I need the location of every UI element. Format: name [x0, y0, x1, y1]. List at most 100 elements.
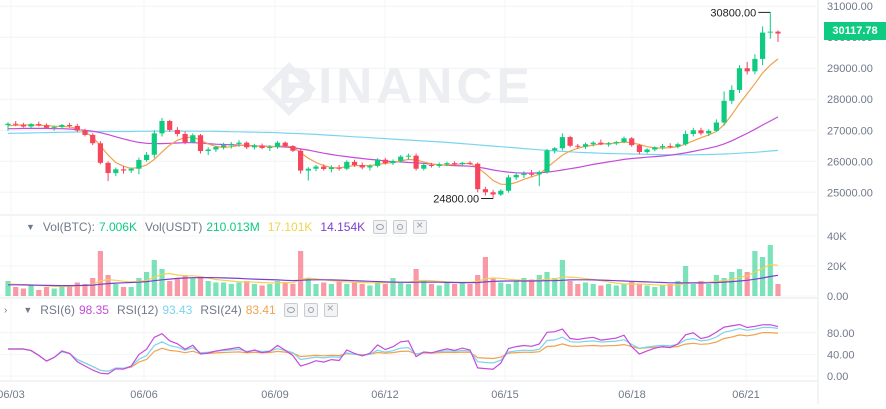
volume-bar [336, 281, 342, 296]
candle-body [375, 159, 381, 166]
candle-body [652, 147, 658, 150]
price-tick-label: 25000.00 [827, 187, 873, 199]
close-icon[interactable] [413, 218, 428, 234]
candle-body [20, 124, 26, 127]
candle-body [390, 160, 396, 164]
volume-bar [698, 281, 704, 296]
volume-tick-label: 40K [827, 231, 847, 243]
eye-icon[interactable] [373, 220, 388, 234]
collapse-caret-icon[interactable]: › [4, 304, 8, 316]
volume-bar [282, 282, 288, 296]
volume-bar [767, 245, 773, 296]
volume-bar [97, 251, 103, 296]
candle-body [667, 146, 673, 148]
volume-bar [498, 282, 504, 296]
volume-bar [436, 285, 442, 296]
rsi6-value: 98.35 [78, 303, 109, 317]
candle-body [690, 130, 696, 134]
volume-bar [236, 282, 242, 296]
candle-body [505, 177, 512, 191]
volume-bar [736, 269, 743, 296]
close-icon[interactable] [323, 301, 338, 317]
vol-btc-value: 7.006K [98, 220, 137, 234]
volume-bar [444, 282, 450, 296]
eye-icon[interactable] [283, 303, 298, 317]
volume-bar [298, 251, 304, 296]
volume-bar [559, 260, 565, 296]
expand-caret-icon[interactable]: ▼ [23, 305, 33, 315]
volume-bar [421, 281, 427, 296]
candle-body [367, 165, 373, 168]
volume-tick-label: 0.00 [827, 291, 848, 303]
candle-body [659, 146, 666, 148]
volume-bar [128, 287, 134, 296]
volume-bar [290, 284, 296, 296]
rsi24-line [8, 332, 779, 372]
candle-body [382, 159, 388, 164]
candle-body [174, 129, 180, 134]
volume-bar [113, 284, 119, 296]
volume-bar [36, 290, 42, 296]
candle-body [259, 145, 265, 148]
candle-body [744, 68, 750, 72]
candle-body [644, 149, 650, 152]
candle-body [482, 189, 488, 193]
volume-bar [321, 282, 327, 296]
volume-bar [690, 284, 696, 296]
vol-usdt-value: 210.013M [206, 220, 260, 234]
volume-bar [636, 284, 642, 296]
volume-bar [775, 284, 781, 296]
volume-bar [675, 281, 681, 296]
volume-bar [82, 284, 88, 296]
ma-long-line [7, 130, 779, 156]
candle-body [452, 163, 458, 165]
candle-body [729, 89, 735, 101]
candle-body [190, 135, 196, 143]
volume-bar [713, 275, 719, 296]
candle-body [613, 142, 619, 144]
volume-bar [544, 272, 550, 296]
volume-bar [652, 287, 658, 296]
candle-body [51, 126, 57, 128]
volume-bar [390, 278, 396, 296]
volume-bar [613, 285, 619, 296]
gear-icon[interactable] [303, 303, 318, 317]
volume-bar [382, 284, 388, 296]
rsi6-label: RSI(6) [40, 303, 75, 317]
volume-bar [644, 285, 650, 296]
volume-bar [221, 282, 227, 296]
volume-bar [59, 287, 65, 296]
candle-body [136, 160, 142, 169]
time-tick-label: 06/15 [491, 389, 519, 401]
candle-body [529, 173, 535, 175]
volume-bar [190, 278, 196, 296]
candle-body [267, 147, 273, 149]
candle-body [113, 169, 119, 174]
volume-series [5, 245, 781, 296]
candle-body [444, 163, 450, 165]
time-tick-label: 06/09 [261, 389, 289, 401]
candle-body [328, 167, 334, 170]
candle-body [521, 173, 527, 175]
candle-body [405, 155, 411, 157]
volume-bar [251, 284, 257, 296]
candle-body [251, 145, 257, 148]
candle-body [421, 164, 427, 169]
candle-body [552, 148, 558, 151]
candle-body [436, 164, 442, 166]
volume-bar [375, 282, 381, 296]
candle-body [683, 133, 689, 145]
collapse-caret-icon[interactable]: ▼ [26, 222, 35, 232]
candle-body [67, 124, 73, 126]
volume-bar [490, 278, 496, 296]
candle-body [59, 124, 65, 127]
volume-bar [405, 284, 411, 296]
gear-icon[interactable] [393, 220, 408, 234]
volume-bar [344, 284, 350, 296]
candle-body [36, 124, 42, 126]
volume-bar [328, 284, 334, 296]
volume-bar [398, 282, 404, 296]
candle-body [467, 162, 473, 164]
